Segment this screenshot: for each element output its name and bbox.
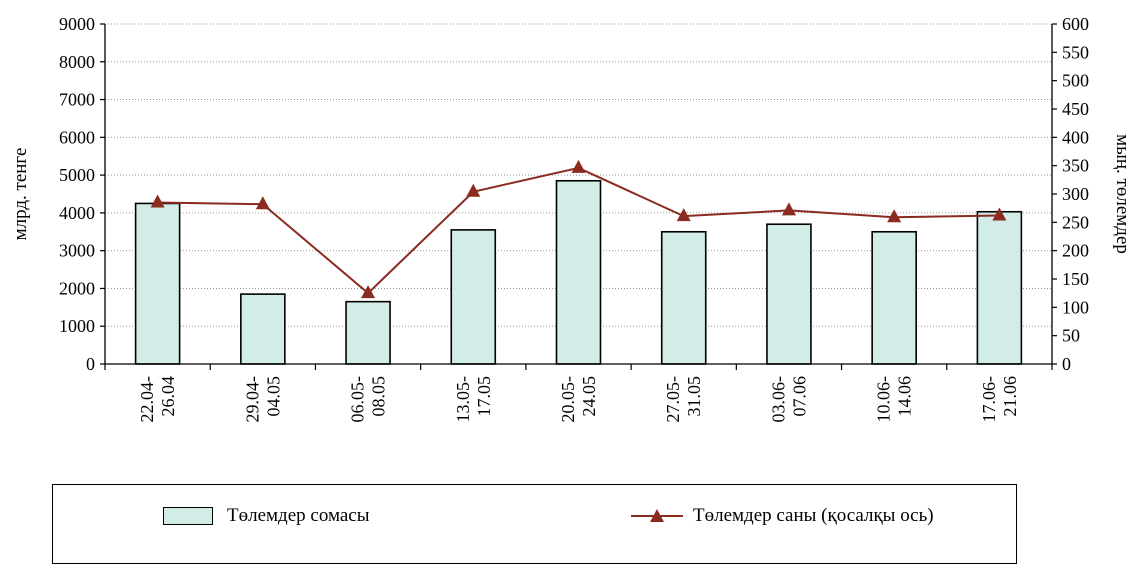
y-tick-label: 8000 (59, 52, 95, 72)
x-tick-label: 07.06 (789, 376, 809, 417)
x-tick-label: 21.06 (1000, 376, 1020, 417)
x-tick-label-group: 13.05- 17.05 (453, 376, 494, 423)
y2-tick-label: 400 (1062, 127, 1089, 147)
x-tick-label: 31.05 (684, 376, 704, 417)
x-tick-label-group: 17.06- 21.06 (979, 376, 1020, 423)
bar (871, 230, 917, 365)
y2-tick-label: 350 (1062, 156, 1089, 176)
legend-line-swatch (631, 509, 683, 522)
y2-tick-label: 600 (1062, 14, 1089, 34)
x-tick-label: 04.05 (263, 376, 283, 417)
x-tick-label-group: 22.04- 26.04 (137, 376, 178, 423)
bar (345, 300, 391, 365)
x-tick-label: 20.05- (558, 376, 578, 423)
y2-tick-label: 500 (1062, 71, 1089, 91)
y2-tick-label: 550 (1062, 42, 1089, 62)
x-tick-label-group: 03.06- 07.06 (768, 376, 809, 423)
y2-tick-label: 200 (1062, 241, 1089, 261)
bar (660, 230, 707, 365)
y-tick-label: 9000 (59, 14, 95, 34)
line-marker (781, 202, 796, 216)
legend-bar-label: Төлемдер сомасы (227, 505, 370, 526)
x-tick-label-group: 27.05- 31.05 (663, 376, 704, 423)
legend-bar-swatch (163, 507, 213, 525)
x-axis-ticks: 22.04- 26.04 29.04- 04.05 06.05- 08.05 13.05- 1… (104, 364, 1053, 423)
y-axis-title: млрд. тенге (10, 148, 31, 241)
y2-tick-label: 250 (1062, 212, 1089, 232)
legend-line-label: Төлемдер саны (қосалқы ось) (693, 505, 934, 526)
left-axis-ticks: 0 1000 2000 3000 4000 5000 6000 7000 8000 9000 (59, 14, 105, 374)
bar (766, 223, 812, 365)
x-tick-label: 27.05- (663, 376, 683, 423)
x-tick-label: 14.06 (895, 376, 915, 417)
line-marker (361, 285, 376, 299)
y-tick-label: 0 (86, 354, 95, 374)
x-tick-label-group: 10.06- 14.06 (874, 376, 915, 423)
bar (240, 293, 286, 365)
bar (450, 229, 497, 365)
y-tick-label: 1000 (59, 316, 95, 336)
y2-tick-label: 100 (1062, 297, 1089, 317)
y2-tick-label: 450 (1062, 99, 1089, 119)
y-tick-label: 5000 (59, 165, 95, 185)
bar (555, 179, 602, 365)
x-tick-label: 03.06- (768, 376, 788, 423)
bar (976, 210, 1023, 365)
legend: Төлемдер сомасы Төлемдер саны (қосалқы о… (52, 484, 1017, 564)
chart-area: 0 1000 2000 3000 4000 5000 6000 7000 8000 9000 0 5… (10, 14, 1133, 423)
x-tick-label: 06.05- (348, 376, 368, 423)
x-tick-label-group: 20.05- 24.05 (558, 376, 599, 423)
x-tick-label: 17.06- (979, 376, 999, 423)
bar (134, 202, 181, 365)
y2-tick-label: 150 (1062, 269, 1089, 289)
x-tick-label: 26.04 (158, 376, 178, 417)
line-marker (571, 159, 586, 173)
right-axis-ticks: 0 50 100 150 200 250 300 350 400 450 500 550 600 (1052, 14, 1089, 374)
y-tick-label: 4000 (59, 203, 95, 223)
line-marker (150, 194, 165, 208)
y-tick-label: 2000 (59, 278, 95, 298)
y2-tick-label: 0 (1062, 354, 1071, 374)
x-tick-label-group: 29.04- 04.05 (242, 376, 283, 423)
x-tick-label: 08.05 (369, 376, 389, 417)
y-tick-label: 3000 (59, 241, 95, 261)
legend-item-line: Төлемдер саны (қосалқы ось) (631, 505, 934, 527)
line-series (150, 159, 1007, 299)
y2-tick-label: 300 (1062, 184, 1089, 204)
y-tick-label: 7000 (59, 90, 95, 110)
x-tick-label: 24.05 (579, 376, 599, 417)
x-tick-label-group: 06.05- 08.05 (348, 376, 389, 423)
legend-item-bars: Төлемдер сомасы (163, 505, 370, 527)
line-marker (466, 183, 481, 197)
line-marker (676, 208, 691, 222)
x-tick-label: 22.04- (137, 376, 157, 423)
line-marker (887, 209, 902, 223)
y-tick-label: 6000 (59, 127, 95, 147)
line-marker (255, 196, 270, 210)
x-tick-label: 17.05 (474, 376, 494, 417)
x-tick-label: 10.06- (874, 376, 894, 423)
y2-axis-title: мың. төлемдер (1112, 134, 1133, 254)
x-tick-label: 13.05- (453, 376, 473, 423)
y2-tick-label: 50 (1062, 326, 1080, 346)
line-marker (992, 207, 1007, 221)
x-tick-label: 29.04- (242, 376, 262, 423)
bar-series (134, 179, 1023, 365)
